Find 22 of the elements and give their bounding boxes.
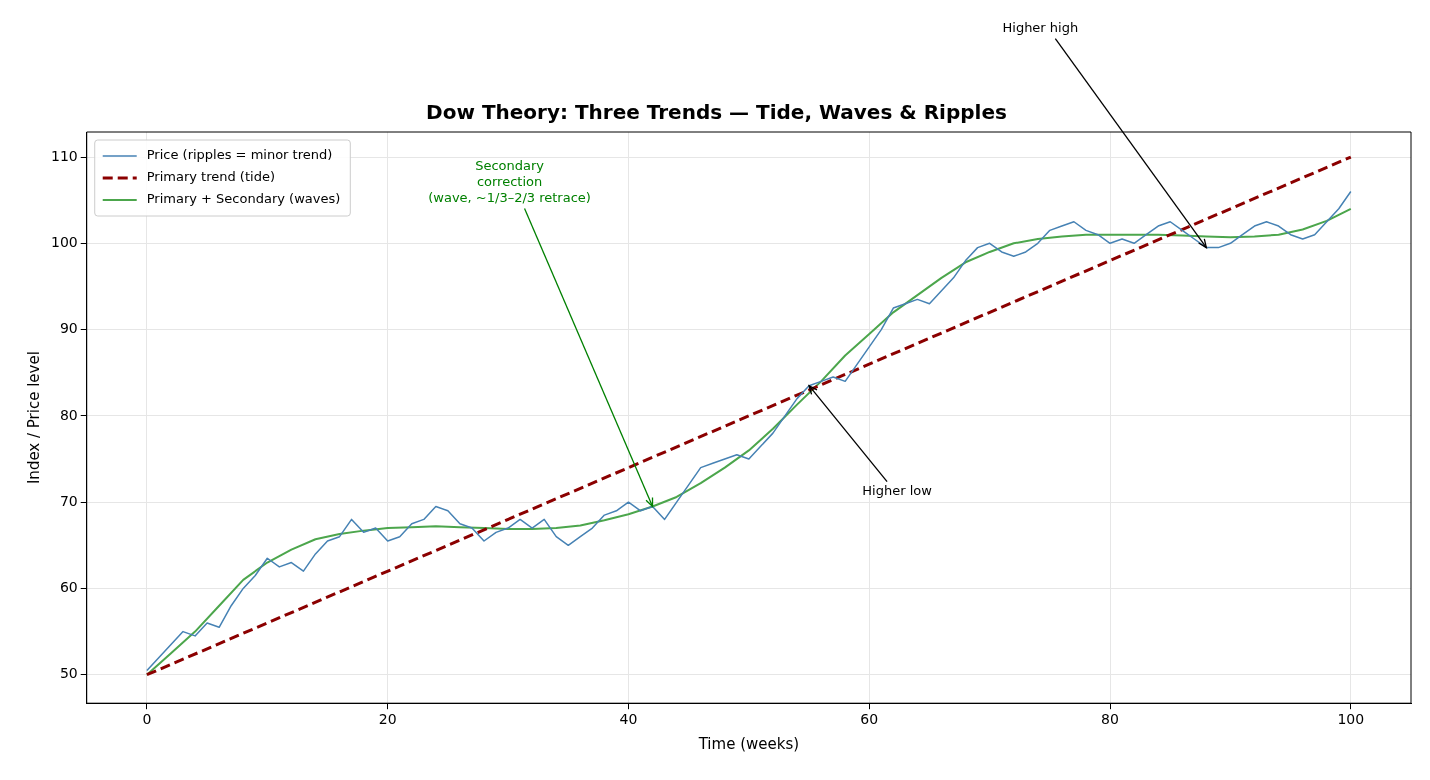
y-tick-label: 110 (50, 147, 78, 164)
x-tick-label: 100 (1337, 711, 1365, 728)
annotation: Secondary correction (wave, ~1/3–2/3 retrace) (428, 157, 591, 205)
y-tick-label: 80 (59, 406, 78, 423)
y-tick-label: 90 (59, 320, 78, 337)
y-tick-label: 70 (59, 492, 78, 509)
x-tick-label: 40 (619, 711, 638, 728)
x-tick-label: 20 (378, 711, 397, 728)
legend-label: Price (ripples = minor trend) (146, 147, 333, 163)
chart-title: Dow Theory: Three Trends — Tide, Waves & Ripples (426, 100, 1007, 125)
x-tick-label: 80 (1101, 711, 1119, 728)
y-tick-label: 100 (50, 233, 78, 250)
annotation: Higher low (862, 483, 933, 499)
y-tick-label: 50 (59, 665, 78, 682)
x-tick-label: 0 (142, 711, 152, 728)
y-axis-title: Index / Price level (24, 351, 43, 485)
y-tick-label: 60 (59, 579, 78, 596)
legend-label: Primary + Secondary (waves) (146, 191, 341, 207)
annotation: Higher high (1002, 20, 1079, 35)
legend-label: Primary trend (tide) (146, 169, 275, 185)
x-axis-title: Time (weeks) (697, 734, 800, 753)
x-tick-label: 60 (860, 711, 879, 728)
